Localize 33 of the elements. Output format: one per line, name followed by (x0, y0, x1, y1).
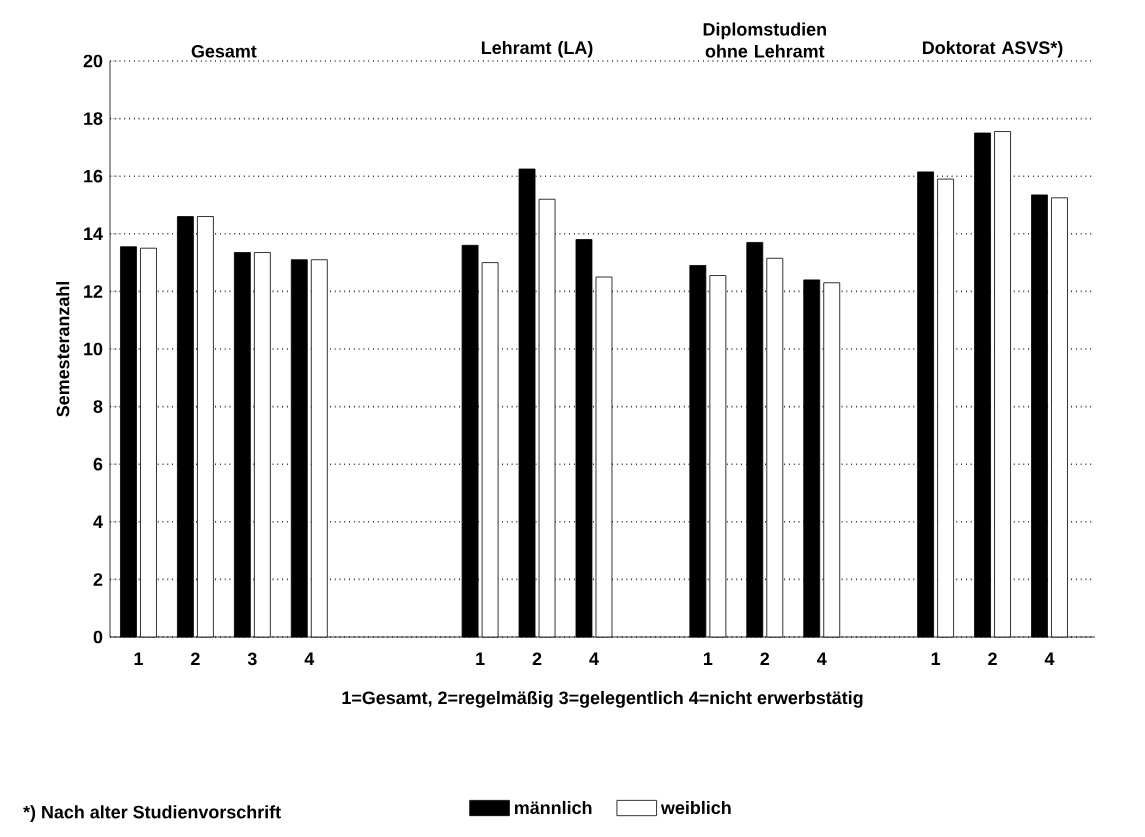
x-tick-label: 4 (304, 652, 315, 665)
x-tick-label: 2 (532, 652, 542, 666)
x-axis-title: 1=Gesamt, 2=regelmäßig 3=gelegentlich 4=nicht erwerbstätig (342, 690, 863, 708)
text: Lehramt (LA) (481, 40, 593, 58)
x-tick-label: 4 (1044, 652, 1055, 665)
y-tick-label: 0 (93, 630, 103, 644)
x-tick-label: 1 (703, 652, 713, 665)
x-tick-label: 4 (817, 652, 827, 665)
y-tick-label: 6 (93, 457, 103, 471)
x-tick-label: 1 (476, 652, 485, 665)
x-tick-label: 4 (589, 652, 599, 665)
y-tick-label: 18 (84, 112, 103, 125)
x-tick-label: 1 (134, 652, 143, 665)
y-tick-label: 16 (84, 169, 103, 183)
text: Doktorat ASVS*) (922, 40, 1063, 58)
y-axis-title: Semesteranzahl (56, 282, 70, 417)
x-tick-label: 2 (988, 652, 997, 666)
x-tick-label: 1 (931, 652, 941, 665)
y-tick-label: 20 (83, 54, 103, 68)
legend-label: weiblich (660, 800, 731, 815)
y-tick-label: 14 (84, 227, 103, 240)
x-tick-label: 2 (760, 652, 770, 666)
x-tick-label: 2 (191, 652, 200, 666)
legend-label: männlich (514, 800, 592, 815)
x-tick-label: 3 (247, 652, 257, 666)
y-tick-label: 10 (84, 342, 103, 356)
y-tick-label: 4 (93, 515, 103, 528)
y-tick-label: 12 (84, 285, 103, 298)
text: Gesamt (191, 44, 257, 58)
text: *) Nach alter Studienvorschrift (23, 805, 281, 822)
y-tick-label: 2 (93, 573, 103, 586)
y-tick-label: 8 (93, 400, 103, 413)
text: Diplomstudien ohne Lehramt (703, 22, 826, 58)
